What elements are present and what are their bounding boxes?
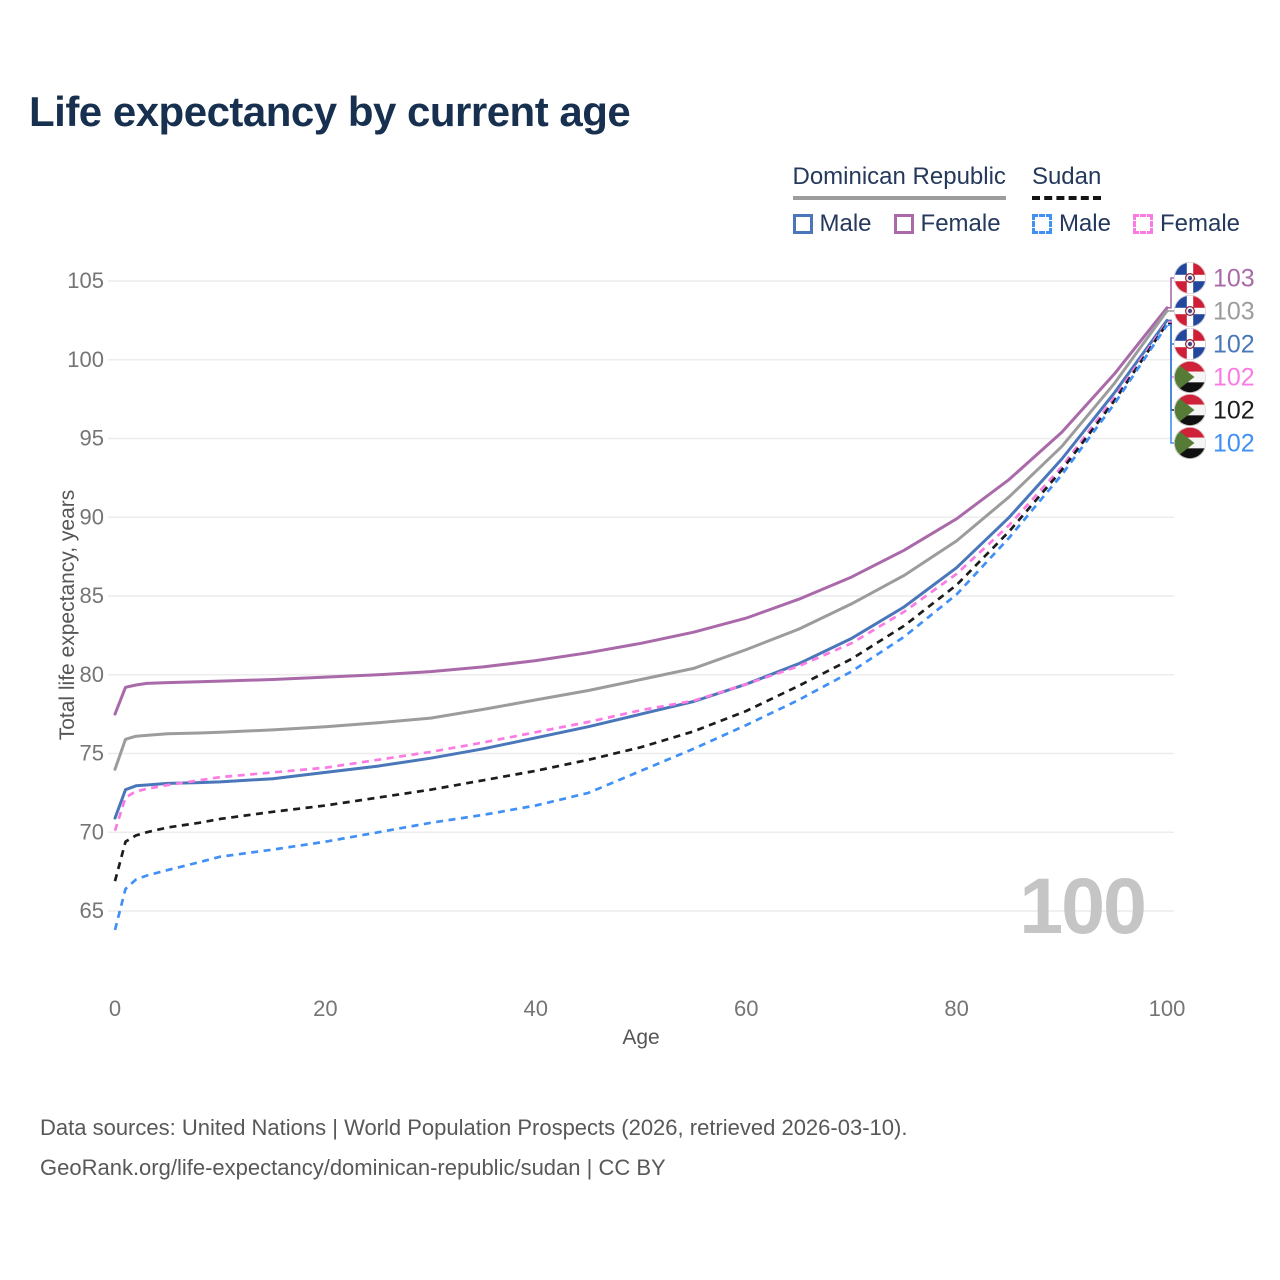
y-tick-label: 65 (80, 898, 104, 923)
legend-label: Female (920, 210, 1001, 237)
legend-label: Male (1058, 210, 1111, 237)
series-line-dominican-republic-female[interactable] (113, 306, 1169, 716)
x-tick-label: 40 (524, 996, 548, 1021)
x-tick-label: 20 (313, 996, 337, 1021)
dominican-republic-flag-icon (1174, 262, 1206, 294)
x-axis-title: Age (622, 1026, 660, 1049)
end-value-label: 102 (1213, 397, 1255, 425)
legend-item-dr-female[interactable]: Female (893, 210, 1001, 238)
y-tick-label: 100 (67, 347, 104, 372)
series-line-sudan-male[interactable] (113, 324, 1169, 931)
y-tick-label: 105 (67, 268, 104, 293)
dr-male-swatch-icon (792, 214, 813, 234)
y-tick-label: 75 (80, 741, 104, 766)
chart-title: Life expectancy by current age (29, 88, 631, 135)
legend-country-dominican-republic: Dominican Republic (792, 163, 1006, 200)
age-watermark: 100 (1019, 861, 1147, 950)
legend-group-dominican-republic: Dominican Republic Male Female (792, 163, 1006, 238)
x-tick-label: 100 (1149, 996, 1186, 1021)
dr-female-swatch-icon (893, 214, 914, 234)
end-value-label: 102 (1213, 331, 1255, 359)
series-line-dominican-republic[interactable] (113, 309, 1169, 771)
dominican-republic-flag-icon (1174, 328, 1206, 360)
legend-label: Female (1159, 210, 1240, 237)
legend-items-dominican-republic: Male Female (792, 210, 1006, 238)
legend-item-dr-male[interactable]: Male (792, 210, 872, 238)
end-label-connector (1168, 277, 1176, 309)
y-tick-label: 90 (80, 504, 104, 529)
y-axis-title: Total life expectancy, years (56, 489, 79, 741)
end-value-label: 102 (1213, 430, 1255, 458)
x-tick-label: 0 (109, 996, 121, 1021)
y-tick-label: 80 (80, 662, 104, 687)
y-tick-label: 85 (80, 583, 104, 608)
end-label-connector (1168, 321, 1176, 378)
end-label-connector (1168, 322, 1176, 411)
legend-item-sudan-female[interactable]: Female (1132, 210, 1240, 238)
data-sources-line: Data sources: United Nations | World Pop… (40, 1115, 908, 1140)
legend-country-sudan: Sudan (1031, 163, 1102, 200)
legend: Dominican Republic Male Female Sudan Mal… (792, 163, 1240, 238)
legend-group-sudan: Sudan Male Female (1031, 163, 1240, 238)
series-line-sudan[interactable] (113, 322, 1169, 882)
sudan-male-swatch-icon (1031, 214, 1052, 234)
series-line-dominican-republic-male[interactable] (113, 318, 1169, 820)
series-line-sudan-female[interactable] (113, 321, 1169, 832)
end-value-label: 103 (1213, 298, 1255, 326)
sudan-female-swatch-icon (1132, 214, 1153, 234)
legend-items-sudan: Male Female (1031, 210, 1240, 238)
legend-label: Male (819, 210, 872, 237)
y-tick-label: 95 (80, 426, 104, 451)
sudan-flag-icon (1174, 427, 1206, 459)
y-tick-label: 70 (80, 819, 104, 844)
dominican-republic-flag-icon (1174, 295, 1206, 327)
sudan-flag-icon (1174, 361, 1206, 393)
x-tick-label: 80 (944, 996, 968, 1021)
x-tick-label: 60 (734, 996, 758, 1021)
source-url-line: GeoRank.org/life-expectancy/dominican-re… (40, 1155, 666, 1181)
end-value-label: 103 (1213, 265, 1255, 293)
sudan-flag-icon (1174, 394, 1206, 426)
end-value-label: 102 (1213, 364, 1255, 392)
end-label-connector (1168, 324, 1176, 444)
footer: Data sources: United Nations | World Pop… (40, 1108, 907, 1188)
legend-item-sudan-male[interactable]: Male (1031, 210, 1111, 238)
